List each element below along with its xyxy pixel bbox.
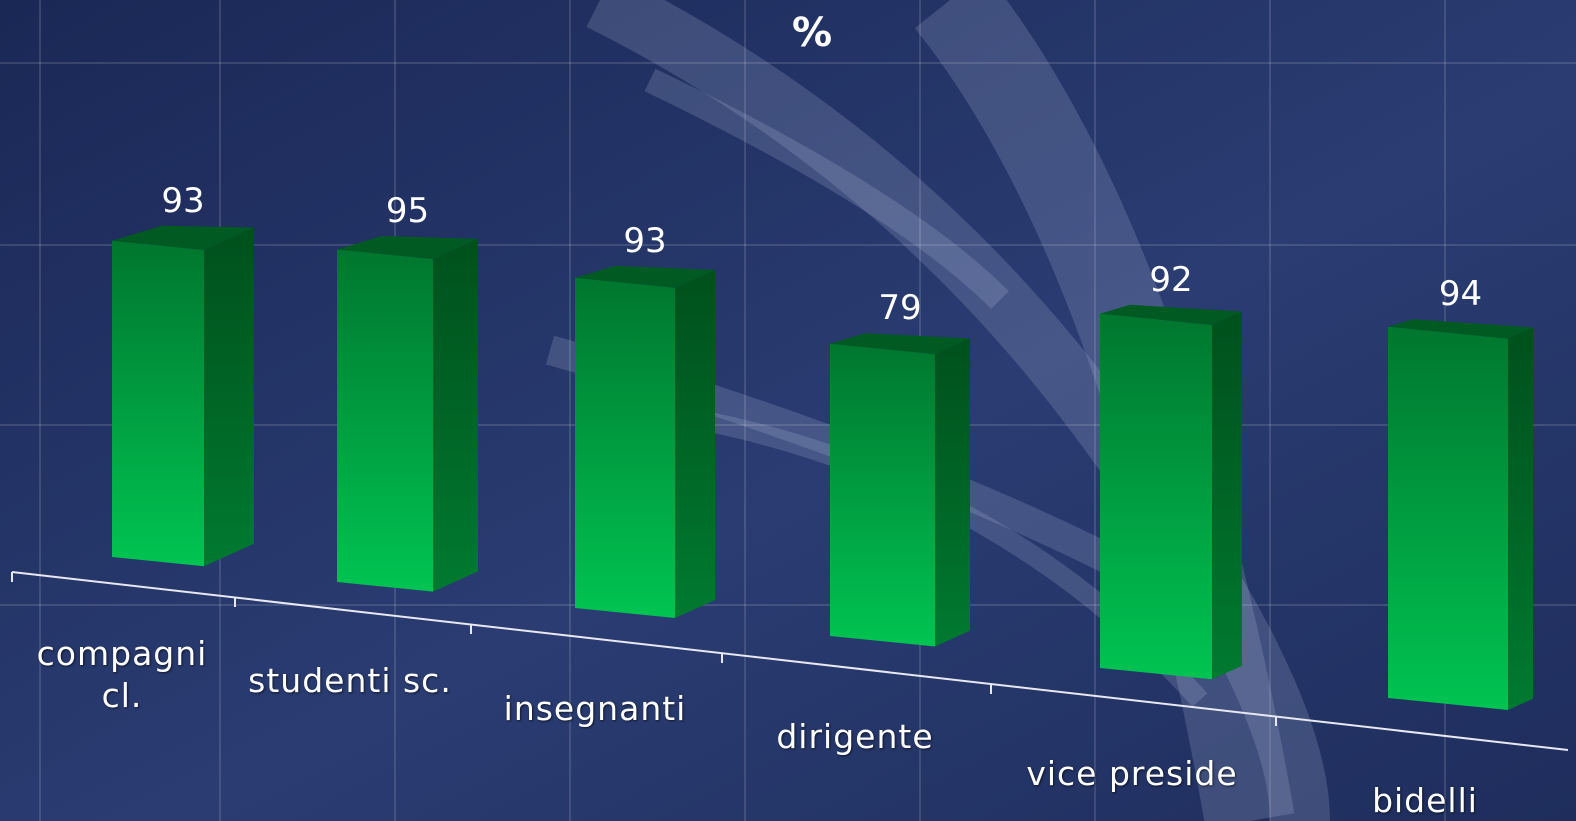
bar-top bbox=[830, 333, 970, 355]
x-tick-label: insegnanti bbox=[503, 689, 687, 728]
bar bbox=[112, 240, 204, 567]
bar-side bbox=[204, 227, 254, 567]
bar bbox=[830, 343, 935, 647]
bar-top bbox=[575, 265, 715, 288]
value-label: 93 bbox=[161, 181, 204, 221]
bar-top bbox=[337, 236, 478, 260]
bar-side bbox=[1508, 327, 1533, 710]
bar bbox=[1100, 313, 1212, 680]
bar-side bbox=[433, 238, 478, 592]
bar-side bbox=[675, 269, 715, 618]
bar-side bbox=[1212, 311, 1242, 680]
x-tick-label: dirigente bbox=[776, 717, 934, 756]
value-label: 92 bbox=[1149, 260, 1192, 300]
value-label: 94 bbox=[1439, 274, 1482, 314]
value-label: 93 bbox=[623, 221, 666, 261]
x-tick-label: compagni cl. bbox=[36, 634, 208, 715]
bar-top bbox=[112, 225, 254, 250]
bar-top bbox=[1100, 304, 1242, 325]
x-tick-label: bidelli bbox=[1372, 781, 1478, 820]
bar-top bbox=[1388, 319, 1533, 339]
bar bbox=[575, 277, 675, 618]
bar bbox=[337, 249, 433, 592]
x-axis bbox=[11, 571, 1569, 751]
bar-side bbox=[935, 338, 970, 647]
value-label: 95 bbox=[386, 191, 429, 231]
x-tick-label: studenti sc. bbox=[248, 661, 452, 700]
x-tick-label: vice preside bbox=[1026, 754, 1238, 793]
bar bbox=[1388, 326, 1508, 710]
value-label: 79 bbox=[878, 288, 921, 328]
chart-title: % bbox=[792, 10, 832, 56]
